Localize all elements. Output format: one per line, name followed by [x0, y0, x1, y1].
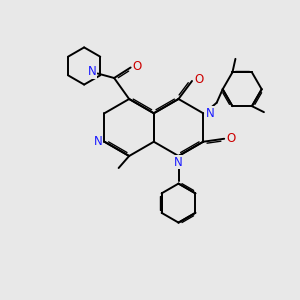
Text: N: N — [174, 155, 183, 169]
Text: O: O — [133, 59, 142, 73]
Text: N: N — [94, 135, 103, 148]
Text: O: O — [226, 132, 236, 145]
Text: N: N — [88, 65, 97, 79]
Text: N: N — [206, 107, 214, 120]
Text: O: O — [194, 73, 203, 86]
